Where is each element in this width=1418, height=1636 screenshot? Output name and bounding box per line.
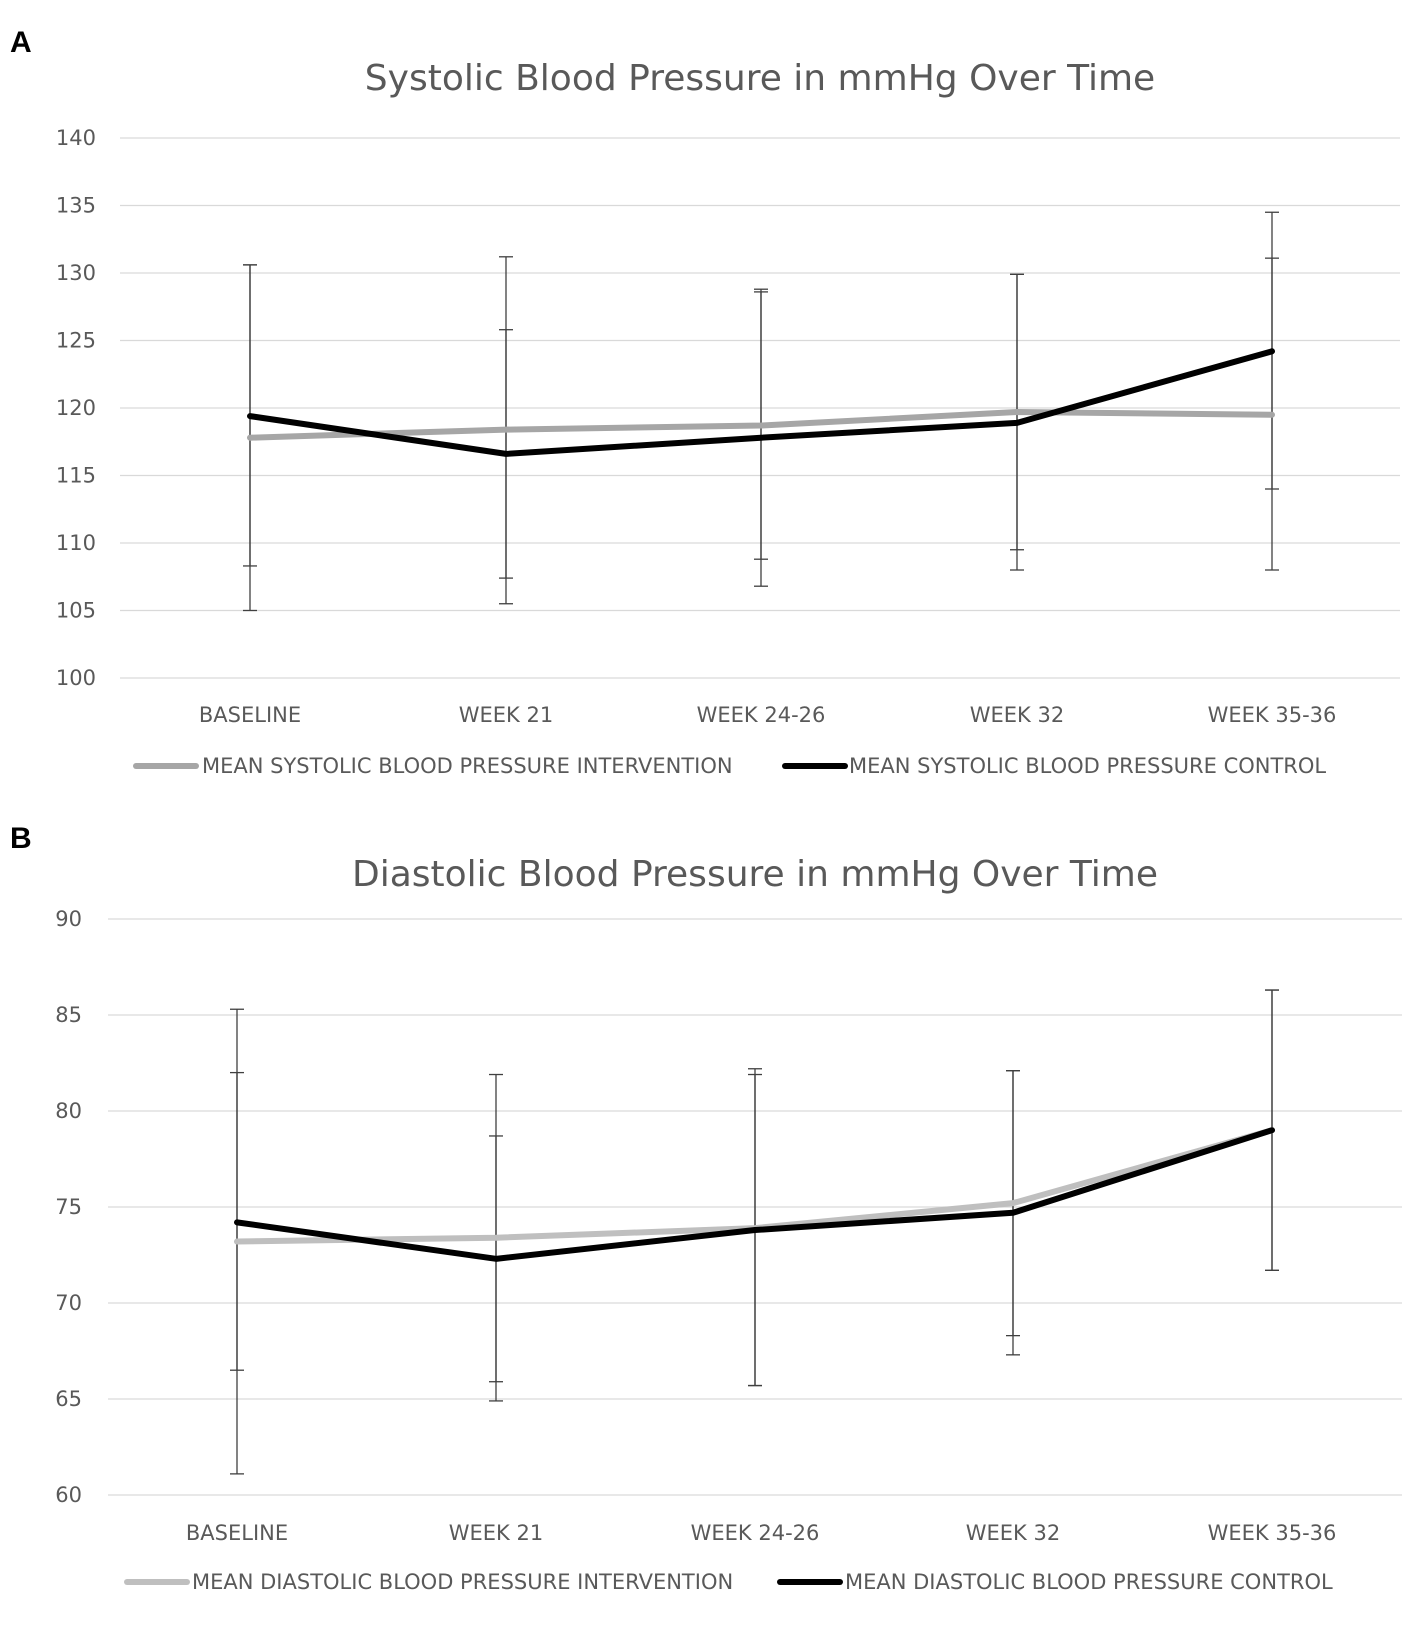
y-tick-label: 105	[56, 599, 96, 623]
data-point	[1269, 1127, 1275, 1133]
x-tick-label: BASELINE	[199, 703, 301, 727]
y-tick-label: 125	[56, 329, 96, 353]
x-tick-label: WEEK 21	[449, 1521, 543, 1545]
data-point	[1010, 1210, 1016, 1216]
y-tick-label: 85	[55, 1003, 82, 1027]
data-point	[247, 413, 253, 419]
data-point	[1010, 1200, 1016, 1206]
y-tick-label: 140	[56, 126, 96, 150]
y-tick-label: 80	[55, 1099, 82, 1123]
x-tick-label: WEEK 32	[966, 1521, 1060, 1545]
data-point	[234, 1239, 240, 1245]
x-tick-label: WEEK 24-26	[691, 1521, 820, 1545]
data-point	[503, 427, 509, 433]
x-tick-label: WEEK 35-36	[1208, 1521, 1337, 1545]
data-point	[503, 451, 509, 457]
chart-title: Systolic Blood Pressure in mmHg Over Tim…	[365, 58, 1155, 99]
y-tick-label: 70	[55, 1291, 82, 1315]
panel-label-a: A	[10, 26, 32, 59]
data-point	[493, 1256, 499, 1262]
x-tick-label: BASELINE	[186, 1521, 288, 1545]
data-point	[1014, 420, 1020, 426]
chart-title: Diastolic Blood Pressure in mmHg Over Ti…	[352, 854, 1158, 895]
panel-a: Systolic Blood Pressure in mmHg Over Tim…	[0, 0, 1418, 810]
panel-b: Diastolic Blood Pressure in mmHg Over Ti…	[0, 810, 1418, 1636]
y-tick-label: 65	[55, 1387, 82, 1411]
data-point	[247, 435, 253, 441]
x-tick-label: WEEK 21	[459, 703, 553, 727]
data-point	[758, 435, 764, 441]
data-point	[1269, 348, 1275, 354]
legend-label: MEAN SYSTOLIC BLOOD PRESSURE INTERVENTIO…	[202, 754, 733, 778]
y-tick-label: 130	[56, 261, 96, 285]
y-tick-label: 115	[56, 464, 96, 488]
data-point	[493, 1235, 499, 1241]
systolic-chart: Systolic Blood Pressure in mmHg Over Tim…	[56, 58, 1400, 778]
y-tick-label: 110	[56, 531, 96, 555]
panel-label-b: B	[10, 822, 32, 855]
legend-label: MEAN DIASTOLIC BLOOD PRESSURE INTERVENTI…	[192, 1570, 733, 1594]
x-tick-label: WEEK 32	[970, 703, 1064, 727]
x-tick-label: WEEK 24-26	[697, 703, 826, 727]
data-point	[234, 1219, 240, 1225]
legend-label: MEAN DIASTOLIC BLOOD PRESSURE CONTROL	[845, 1570, 1333, 1594]
x-tick-label: WEEK 35-36	[1208, 703, 1337, 727]
y-tick-label: 120	[56, 396, 96, 420]
data-point	[758, 423, 764, 429]
diastolic-chart: Diastolic Blood Pressure in mmHg Over Ti…	[55, 854, 1402, 1594]
y-tick-label: 90	[55, 907, 82, 931]
data-point	[752, 1227, 758, 1233]
y-tick-label: 135	[56, 194, 96, 218]
y-tick-label: 75	[55, 1195, 82, 1219]
data-point	[1014, 409, 1020, 415]
y-tick-label: 60	[55, 1483, 82, 1507]
y-tick-label: 100	[56, 666, 96, 690]
legend-label: MEAN SYSTOLIC BLOOD PRESSURE CONTROL	[849, 754, 1326, 778]
data-point	[1269, 412, 1275, 418]
